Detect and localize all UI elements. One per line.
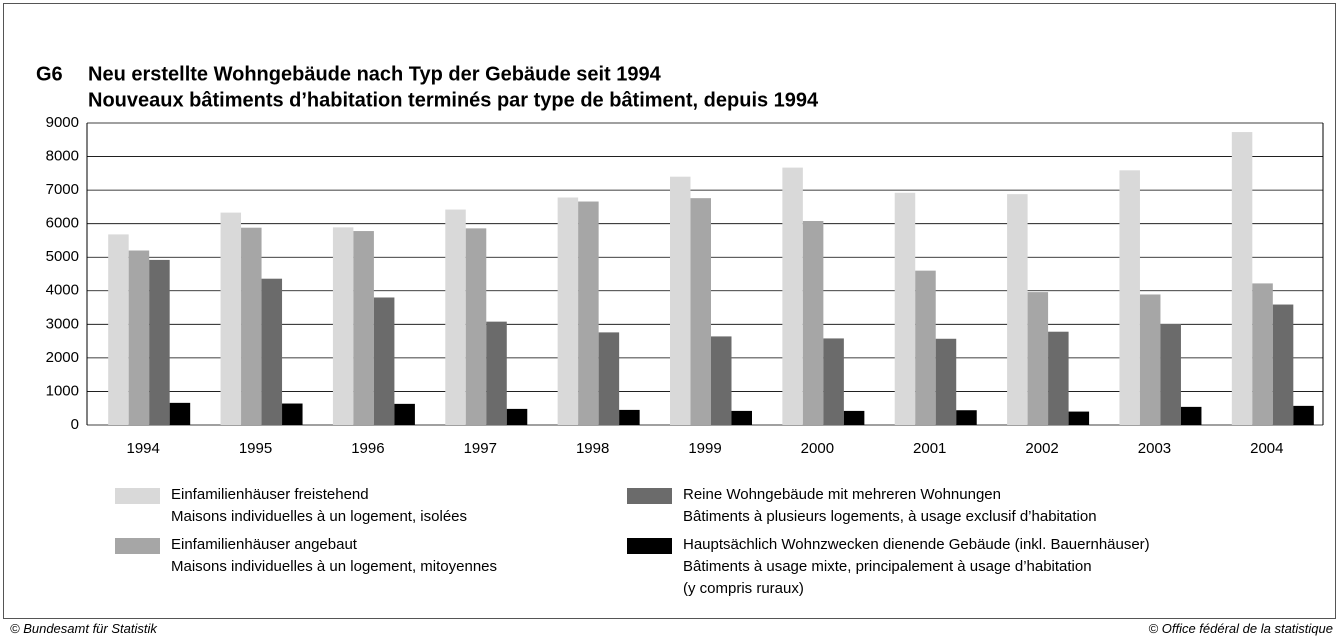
bar <box>1007 194 1028 425</box>
bar <box>782 167 803 425</box>
bar <box>261 278 283 425</box>
y-tick-label: 1000 <box>46 382 79 399</box>
x-tick-label: 2004 <box>1250 440 1283 457</box>
x-tick-label: 1994 <box>126 440 159 457</box>
legend-swatch <box>115 488 160 504</box>
bar <box>956 410 977 425</box>
chart-title: Neu erstellte Wohngebäude nach Typ der G… <box>88 63 662 85</box>
footer-left: © Bundesamt für Statistik <box>10 621 157 636</box>
legend-label: Hauptsächlich Wohnzwecken dienende Gebäu… <box>683 536 1150 597</box>
footer-right: © Office fédéral de la statistique <box>1148 621 1333 636</box>
bar <box>1160 323 1181 425</box>
bar <box>373 297 395 425</box>
bar <box>843 410 865 425</box>
bar <box>506 408 528 425</box>
chart-subtitle: Nouveaux bâtiments d’habitation terminés… <box>88 89 819 111</box>
bar <box>1027 292 1049 425</box>
x-tick-label: 2003 <box>1138 440 1171 457</box>
bar <box>1252 283 1273 425</box>
x-tick-label: 1995 <box>239 440 272 457</box>
x-tick-label: 1997 <box>464 440 497 457</box>
legend-label: Reine Wohngebäude mit mehreren Wohnungen… <box>683 486 1097 525</box>
y-tick-label: 4000 <box>46 282 79 299</box>
bar <box>169 402 191 425</box>
bar <box>465 228 487 425</box>
y-tick-label: 5000 <box>46 248 79 265</box>
legend-swatch <box>115 538 160 554</box>
legend-swatch <box>627 538 672 554</box>
bar <box>823 338 844 425</box>
bar <box>670 176 691 425</box>
bar <box>1180 406 1202 425</box>
bar <box>578 201 599 425</box>
y-tick-label: 2000 <box>46 349 79 366</box>
y-tick-label: 9000 <box>46 114 79 131</box>
bar <box>282 403 303 425</box>
bar <box>1048 331 1069 425</box>
frame <box>3 3 1336 619</box>
bar <box>1139 294 1161 425</box>
bar <box>149 259 170 425</box>
bar <box>1119 170 1140 425</box>
bar <box>731 410 752 425</box>
bar <box>1293 405 1314 425</box>
bar <box>915 270 936 425</box>
legend-label: Einfamilienhäuser freistehend Maisons in… <box>171 486 468 525</box>
x-tick-label: 1996 <box>351 440 384 457</box>
bar <box>332 227 354 425</box>
bar <box>1231 132 1253 425</box>
bar <box>241 227 262 425</box>
bar <box>128 250 150 425</box>
legend-swatch <box>627 488 672 504</box>
chart-id: G6 <box>36 63 63 85</box>
bar <box>394 403 415 425</box>
bar <box>619 409 640 425</box>
bar <box>108 234 129 425</box>
bar <box>353 231 374 425</box>
bar <box>935 338 957 425</box>
bar <box>690 198 711 425</box>
bar <box>711 336 732 425</box>
x-tick-label: 1999 <box>688 440 721 457</box>
bar <box>557 197 579 425</box>
bar <box>1272 304 1294 425</box>
x-tick-label: 1998 <box>576 440 609 457</box>
y-tick-label: 6000 <box>46 215 79 232</box>
x-tick-label: 2001 <box>913 440 946 457</box>
x-tick-label: 2002 <box>1025 440 1058 457</box>
x-tick-label: 2000 <box>801 440 834 457</box>
bar <box>802 220 824 425</box>
bar <box>445 209 466 425</box>
legend-label: Einfamilienhäuser angebaut Maisons indiv… <box>171 536 498 575</box>
bar <box>894 192 916 425</box>
bar <box>486 321 507 425</box>
bar <box>220 212 242 425</box>
y-tick-label: 7000 <box>46 181 79 198</box>
y-tick-label: 3000 <box>46 315 79 332</box>
y-tick-label: 0 <box>71 416 79 433</box>
bar <box>1068 411 1090 425</box>
bar <box>598 332 620 425</box>
y-tick-label: 8000 <box>46 148 79 165</box>
